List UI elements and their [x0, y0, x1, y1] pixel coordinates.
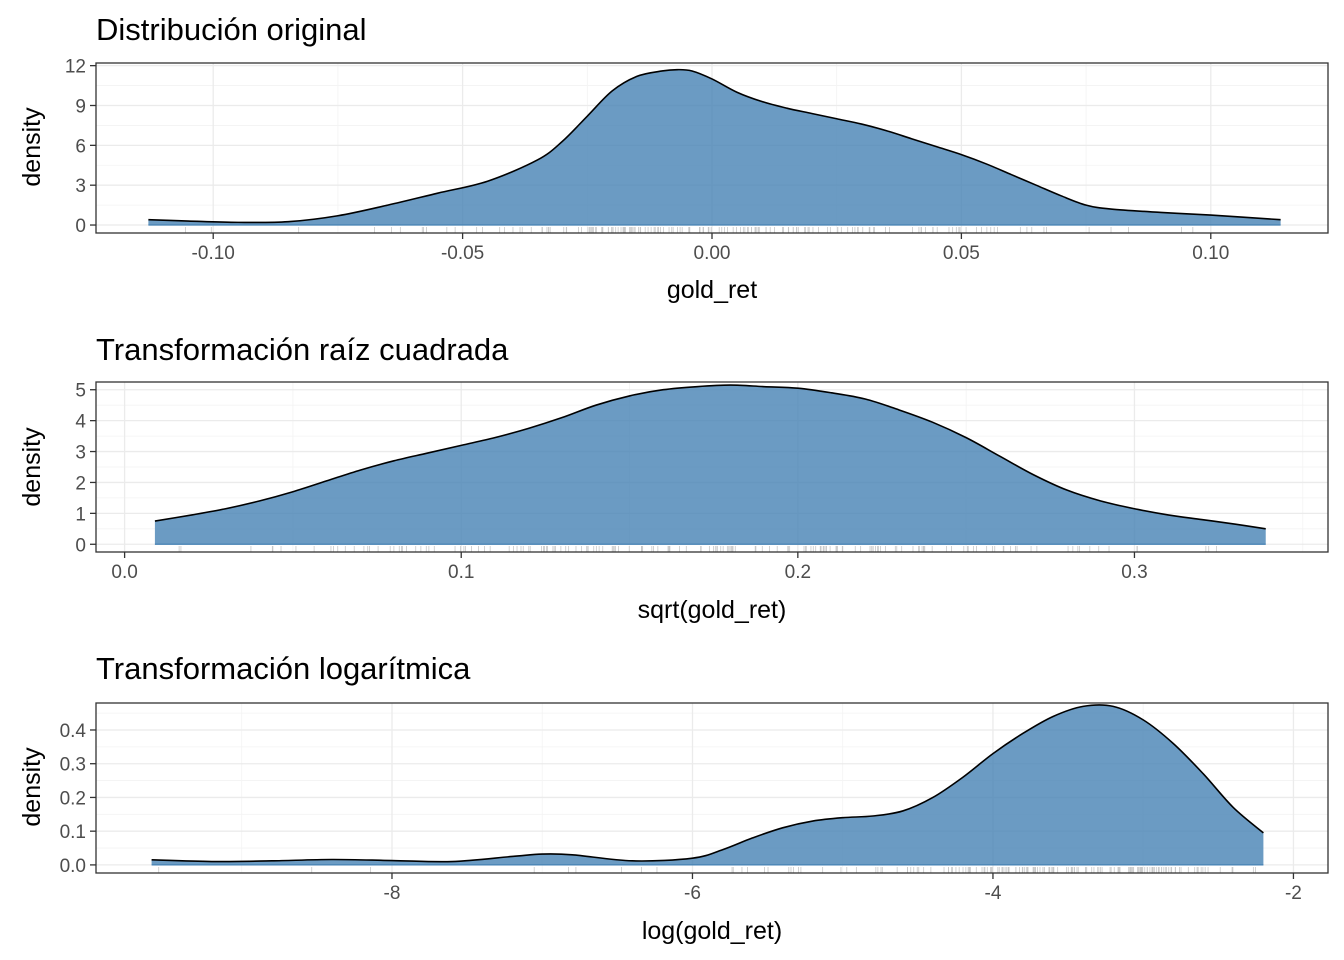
- x-tick-label: 0.0: [111, 562, 137, 583]
- y-tick-label: 1: [75, 504, 86, 525]
- y-axis-title: density: [18, 747, 46, 827]
- x-tick-label: 0.10: [1192, 243, 1229, 264]
- density-plot: [154, 384, 1266, 545]
- y-tick-label: 0: [75, 535, 86, 556]
- x-tick-label: 0.05: [943, 243, 980, 264]
- axes: -8 -6 -4 -2 0.0 0.1 0.2 0.3 0.4: [60, 702, 1329, 904]
- y-tick-label: 4: [75, 412, 86, 433]
- chart-title: Transformación logarítmica: [96, 651, 471, 686]
- x-tick-label: -0.05: [441, 243, 484, 264]
- chart-title: Distribución original: [96, 12, 367, 47]
- chart-original-distribution: Distribución original density gold_ret -…: [18, 12, 1329, 304]
- x-tick-label: 0.2: [785, 562, 811, 583]
- rug: [185, 227, 1194, 233]
- axes: -0.10 -0.05 0.00 0.05 0.10 0 3 6 9 12: [65, 57, 1329, 264]
- density-line: [151, 704, 1264, 863]
- density-line: [154, 384, 1266, 530]
- x-tick-label: 0.3: [1121, 562, 1147, 583]
- x-axis-title: gold_ret: [667, 276, 757, 304]
- y-axis-title: density: [18, 107, 46, 187]
- chart-log-transform: Transformación logarítmica density log(g…: [18, 651, 1329, 945]
- rug: [158, 867, 1256, 873]
- density-area: [148, 69, 1281, 226]
- y-axis-title: density: [18, 427, 46, 507]
- density-area: [154, 385, 1266, 545]
- rug: [178, 546, 1217, 552]
- x-tick-label: -0.10: [192, 243, 235, 264]
- y-tick-label: 3: [75, 176, 86, 197]
- density-line: [148, 68, 1281, 224]
- y-tick-label: 0.0: [60, 856, 86, 877]
- x-axis-title: sqrt(gold_ret): [638, 596, 787, 624]
- axes: 0.0 0.1 0.2 0.3 0 1 2 3 4 5: [75, 381, 1329, 583]
- x-tick-label: 0.1: [448, 562, 474, 583]
- chart-sqrt-transform: Transformación raíz cuadrada density sqr…: [18, 332, 1329, 624]
- density-area: [151, 704, 1264, 865]
- x-axis-title: log(gold_ret): [642, 917, 782, 945]
- y-tick-label: 0.2: [60, 788, 86, 809]
- y-tick-label: 3: [75, 443, 86, 464]
- x-tick-label: -6: [684, 883, 701, 904]
- x-tick-label: 0.00: [694, 243, 731, 264]
- y-tick-label: 9: [75, 97, 86, 118]
- chart-title: Transformación raíz cuadrada: [96, 332, 509, 367]
- density-plot: [151, 704, 1264, 866]
- y-tick-label: 6: [75, 136, 86, 157]
- y-tick-label: 0: [75, 216, 86, 237]
- y-tick-label: 0.1: [60, 822, 86, 843]
- y-tick-label: 5: [75, 381, 86, 402]
- y-tick-label: 0.3: [60, 755, 86, 776]
- x-tick-label: -2: [1285, 883, 1302, 904]
- panel-border: [95, 702, 1329, 874]
- density-plot: [148, 68, 1281, 226]
- y-tick-label: 2: [75, 473, 86, 494]
- panel-border: [95, 381, 1329, 553]
- y-tick-label: 12: [65, 57, 86, 78]
- y-tick-label: 0.4: [60, 721, 87, 742]
- x-tick-label: -8: [384, 883, 401, 904]
- x-tick-label: -4: [985, 883, 1002, 904]
